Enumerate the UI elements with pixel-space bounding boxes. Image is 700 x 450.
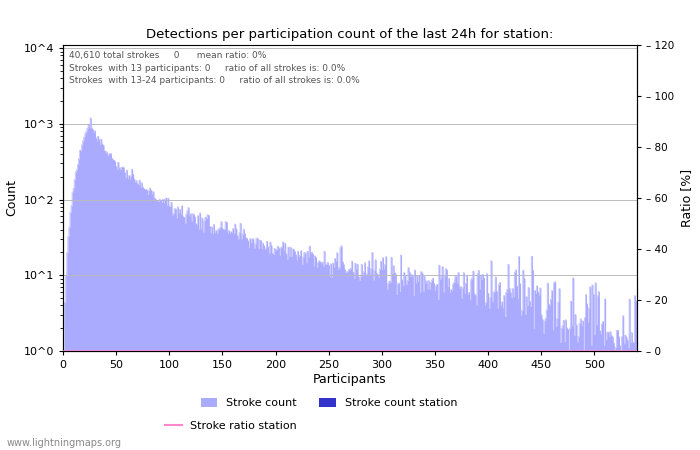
Text: 40,610 total strokes     0      mean ratio: 0%
Strokes  with 13 participants: 0 : 40,610 total strokes 0 mean ratio: 0% St… xyxy=(69,51,360,85)
Legend: Stroke ratio station: Stroke ratio station xyxy=(160,416,302,436)
X-axis label: Participants: Participants xyxy=(313,373,387,386)
Y-axis label: Count: Count xyxy=(5,180,18,216)
Legend: Stroke count, Stroke count station: Stroke count, Stroke count station xyxy=(196,394,462,413)
Title: Detections per participation count of the last 24h for station:: Detections per participation count of th… xyxy=(146,28,554,41)
Y-axis label: Ratio [%]: Ratio [%] xyxy=(680,169,693,227)
Text: www.lightningmaps.org: www.lightningmaps.org xyxy=(7,438,122,448)
